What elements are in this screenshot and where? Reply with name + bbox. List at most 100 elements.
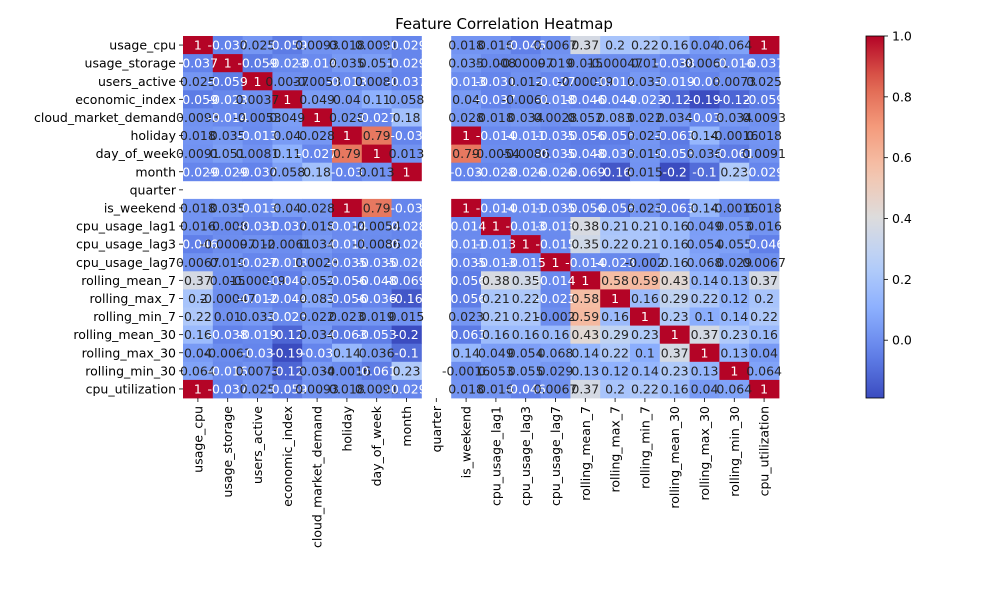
y-tick-label: cpu_usage_lag7	[76, 255, 176, 270]
heatmap-cell	[212, 144, 243, 164]
cell-annotation: 0.083	[597, 110, 633, 125]
cell-annotation: -0.002	[535, 309, 575, 324]
cell-annotation: -0.046	[565, 92, 605, 107]
cell-annotation: -0.063	[655, 200, 695, 215]
heatmap-cell	[451, 235, 482, 254]
heatmap-cell	[630, 144, 661, 164]
heatmap-cell	[630, 126, 661, 145]
heatmap-cell	[391, 162, 422, 182]
cell-annotation: -0.0061	[502, 92, 550, 107]
heatmap-cell	[242, 253, 273, 272]
heatmap-cell	[302, 90, 333, 109]
cell-annotation: -0.056	[327, 291, 367, 306]
heatmap-cell	[332, 144, 363, 164]
cell-annotation: 0.0067	[176, 255, 220, 270]
cell-annotation: 0.018	[180, 200, 216, 215]
heatmap-cell	[212, 307, 243, 326]
heatmap-cell	[183, 271, 214, 290]
cell-annotation: 1	[641, 309, 649, 324]
cell-annotation: 0.064	[746, 363, 782, 378]
cell-annotation: -0.014	[535, 273, 575, 288]
heatmap-cell	[361, 361, 392, 381]
heatmap-cell	[242, 144, 273, 164]
cell-annotation: -0.036	[357, 291, 397, 306]
cell-annotation: 0.034	[657, 110, 693, 125]
heatmap-cell	[659, 307, 690, 326]
cell-annotation: 0.79	[363, 200, 391, 215]
heatmap-cell	[600, 126, 631, 145]
heatmap-cell	[510, 325, 541, 345]
cell-annotation: -0.03	[390, 128, 422, 143]
cell-annotation: 0.0093	[742, 110, 786, 125]
cell-annotation: 0.16	[661, 381, 689, 396]
cell-annotation: 0.37	[571, 381, 599, 396]
cell-annotation: -0.028	[386, 219, 426, 234]
cell-annotation: -0.011	[506, 200, 546, 215]
heatmap-cell	[630, 162, 661, 182]
heatmap-cell	[510, 108, 541, 127]
heatmap-cell	[630, 217, 661, 236]
cell-annotation: 0.019	[210, 255, 246, 270]
heatmap-cell	[272, 126, 303, 145]
cell-annotation: -0.0061	[680, 56, 728, 71]
heatmap-cell	[540, 235, 571, 254]
cell-annotation: -0.035	[327, 255, 367, 270]
cell-annotation: -0.027	[297, 146, 337, 161]
heatmap-cell	[272, 307, 303, 326]
y-tick-label: day_of_week	[96, 146, 177, 161]
heatmap-cell	[570, 36, 601, 55]
heatmap-cell	[600, 289, 631, 308]
heatmap-cell	[451, 126, 482, 145]
heatmap-cell	[600, 325, 631, 345]
heatmap-cell	[272, 144, 303, 164]
cell-annotation: -0.056	[327, 273, 367, 288]
heatmap-cell	[332, 307, 363, 326]
cell-annotation: -0.0061	[263, 237, 311, 252]
y-tick-label: cpu_usage_lag1	[76, 219, 176, 234]
x-tick-label: economic_index	[280, 406, 295, 507]
y-tick-label: month	[135, 164, 176, 179]
y-tick-label: holiday	[130, 128, 176, 143]
cell-annotation: 0.0081	[355, 74, 399, 89]
heatmap-cell	[689, 253, 720, 272]
cell-annotation: -0.029	[386, 56, 426, 71]
x-tick-label: rolling_min_7	[637, 406, 652, 489]
cell-annotation: 0.018	[299, 219, 335, 234]
heatmap-cell	[361, 36, 392, 55]
cell-annotation: -0.061	[714, 146, 754, 161]
cell-annotation: -0.027	[357, 110, 397, 125]
cell-annotation: -0.015	[535, 237, 575, 252]
cell-annotation: 0.01	[631, 56, 659, 71]
cell-annotation: -0.063	[655, 128, 695, 143]
cell-annotation: -0.0061	[204, 345, 252, 360]
heatmap-cell	[659, 36, 690, 55]
cell-annotation: 0.14	[571, 345, 599, 360]
heatmap-cell	[659, 108, 690, 127]
heatmap-cell	[749, 235, 780, 254]
cell-annotation: 0.23	[661, 363, 689, 378]
heatmap-cell	[302, 108, 333, 127]
cell-annotation: 1	[611, 291, 619, 306]
cell-annotation: -0.03	[301, 345, 333, 360]
cell-annotation: 0.064	[180, 363, 216, 378]
cell-annotation: -0.037	[208, 38, 248, 53]
heatmap-cell	[510, 235, 541, 254]
cell-annotation: 0.054	[508, 345, 544, 360]
cell-annotation: 0.018	[478, 110, 514, 125]
heatmap-cell	[451, 307, 482, 326]
heatmap-cell	[749, 271, 780, 290]
heatmap-cell	[361, 108, 392, 127]
heatmap-cell	[302, 343, 333, 363]
heatmap-cell	[570, 90, 601, 109]
heatmap-cell	[540, 217, 571, 236]
cell-annotation: -0.013	[446, 74, 486, 89]
cell-annotation: -0.026	[386, 255, 426, 270]
cell-annotation: 0.0037	[265, 74, 309, 89]
heatmap-cell	[391, 72, 422, 91]
heatmap-cell	[719, 325, 750, 345]
colorbar-tick-label: 1.0	[892, 29, 912, 44]
x-tick-label: quarter	[429, 405, 444, 452]
colorbar-tick-label: 0.0	[892, 333, 912, 348]
cell-annotation: 0.21	[482, 309, 510, 324]
y-tick-label: rolling_max_7	[90, 291, 176, 306]
